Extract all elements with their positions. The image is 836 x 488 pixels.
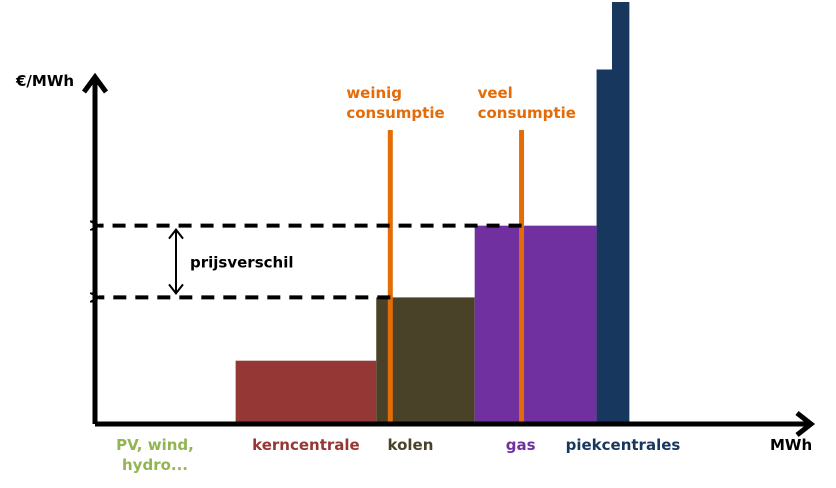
price-difference-arrowhead-top: [168, 228, 184, 240]
axes-group: [81, 72, 816, 437]
bar-piekcentrales: [596, 2, 630, 424]
demand-label-high: veel consumptie: [478, 84, 576, 122]
price-dashes-group: [99, 226, 522, 298]
y-axis-arrowhead: [81, 72, 109, 94]
category-label-pv: PV, wind, hydro...: [116, 436, 194, 474]
demand-label-low: weinig consumptie: [346, 84, 444, 122]
bar-gas: [474, 225, 597, 424]
price-difference-arrowhead-bottom: [168, 283, 184, 296]
y-axis-title: €/MWh: [15, 72, 74, 90]
category-label-piekcentrales: piekcentrales: [566, 436, 681, 454]
labels-group: PV, wind, hydro... kerncentrale kolen gas pie…: [15, 72, 812, 474]
x-axis-title: MWh: [770, 436, 812, 454]
bars-group: [95, 2, 630, 424]
bar-kerncentrale: [235, 360, 377, 424]
price-difference-label: prijsverschil: [190, 254, 293, 272]
category-label-kerncentrale: kerncentrale: [252, 436, 360, 454]
category-label-kolen: kolen: [388, 436, 434, 454]
demand-lines-group: [387, 130, 525, 424]
category-label-gas: gas: [506, 436, 536, 454]
x-axis-arrowhead: [795, 411, 816, 437]
